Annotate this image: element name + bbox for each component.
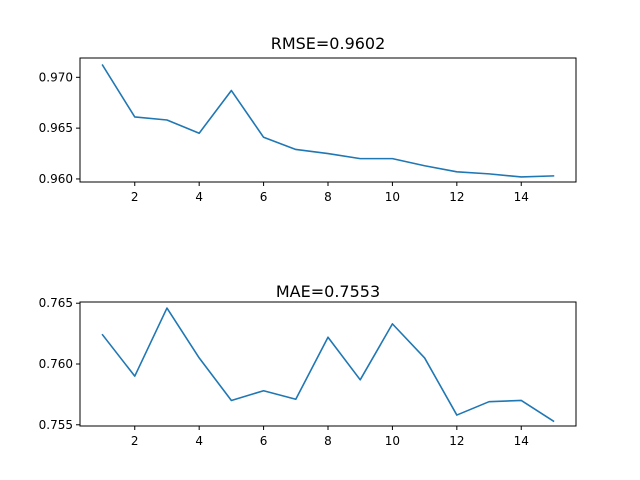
rmse-y-tick-label: 0.960	[39, 172, 73, 186]
rmse-chart-title: RMSE=0.9602	[271, 34, 386, 53]
rmse-x-tick-label: 4	[195, 190, 203, 204]
mae-axes-frame	[79, 301, 577, 427]
mae-series-line	[101, 307, 555, 423]
rmse-y-tick-label: 0.970	[39, 70, 73, 84]
mae-y-tick-label: 0.760	[39, 357, 73, 371]
mae-y-tick-label: 0.765	[39, 296, 73, 310]
mae-subplot: MAE=0.7553 2 4 6 8 10 12 14 0.755 0.760 0.765	[39, 282, 577, 448]
mae-x-tick-label: 12	[449, 434, 464, 448]
rmse-subplot: RMSE=0.9602 2 4 6 8 10 12 14 0.960 0.965 0.970	[39, 34, 577, 204]
mae-x-tick-label: 4	[195, 434, 203, 448]
mae-x-tick-label: 2	[131, 434, 139, 448]
mae-y-tick-label: 0.755	[39, 418, 73, 432]
rmse-x-tick-label: 14	[514, 190, 529, 204]
mae-x-tick-label: 6	[260, 434, 268, 448]
rmse-series-line	[101, 64, 555, 178]
rmse-x-tick-label: 8	[324, 190, 332, 204]
rmse-y-tick-label: 0.965	[39, 121, 73, 135]
rmse-x-tick-label: 2	[131, 190, 139, 204]
mae-x-tick-label: 10	[385, 434, 400, 448]
rmse-axes-frame	[79, 57, 577, 183]
mae-chart-title: MAE=0.7553	[276, 282, 380, 301]
rmse-x-tick-label: 12	[449, 190, 464, 204]
rmse-x-tick-label: 6	[260, 190, 268, 204]
mae-x-tick-label: 14	[514, 434, 529, 448]
rmse-x-tick-label: 10	[385, 190, 400, 204]
mae-x-tick-label: 8	[324, 434, 332, 448]
